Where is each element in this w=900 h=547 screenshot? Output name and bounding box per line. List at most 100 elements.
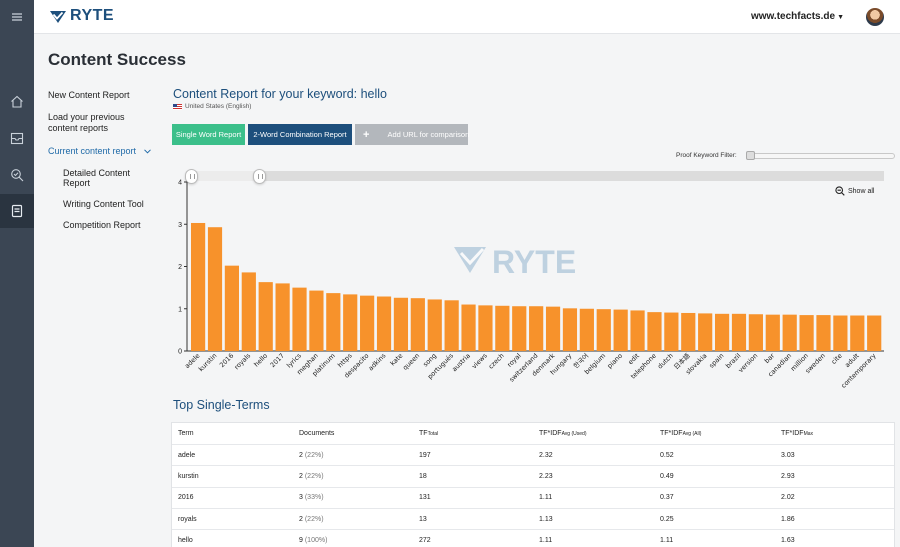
x-tick-label: cite — [830, 352, 844, 366]
table-row[interactable]: hello 9 (100%) 272 1.11 1.11 1.63 — [172, 530, 894, 547]
header-tfidf-avg-all[interactable]: TF*IDFAvg (All) — [654, 430, 775, 437]
nav-writing-content-tool[interactable]: Writing Content Tool — [63, 199, 144, 209]
bar-39[interactable] — [850, 315, 865, 351]
nav-detailed-report-line2[interactable]: Report — [63, 178, 91, 188]
bar-28[interactable] — [664, 312, 679, 351]
header-documents[interactable]: Documents — [293, 430, 413, 437]
tf-total-cell: 272 — [419, 536, 431, 544]
header-tf-sub: Total — [427, 431, 439, 437]
documents-count: 2 — [299, 515, 303, 523]
two-word-report-button[interactable]: 2-Word Combination Report — [248, 124, 352, 145]
bar-7[interactable] — [309, 290, 324, 351]
inbox-icon[interactable] — [0, 121, 34, 155]
bar-19[interactable] — [512, 306, 527, 351]
bar-17[interactable] — [478, 305, 493, 351]
us-flag-icon — [173, 103, 182, 110]
domain-selector[interactable]: www.techfacts.de ▼ — [751, 11, 844, 22]
bar-3[interactable] — [241, 272, 256, 351]
bar-6[interactable] — [292, 287, 307, 352]
documents-count: 2 — [299, 451, 303, 459]
header-tf-total[interactable]: TFTotal — [413, 430, 533, 437]
term-cell: kurstin — [178, 472, 199, 480]
ryte-logo[interactable]: RYTE — [49, 7, 114, 25]
term-cell: royals — [178, 515, 197, 523]
tf-total-cell: 18 — [419, 472, 427, 480]
x-tick-label: bar — [763, 352, 777, 366]
show-all-button[interactable]: Show all — [835, 186, 874, 196]
bar-8[interactable] — [326, 293, 341, 351]
bar-35[interactable] — [782, 314, 797, 351]
bar-23[interactable] — [579, 308, 594, 351]
bar-29[interactable] — [681, 312, 696, 351]
nav-load-previous-line1[interactable]: Load your previous — [48, 112, 125, 122]
menu-icon[interactable] — [0, 0, 34, 34]
bar-26[interactable] — [630, 310, 645, 351]
bar-13[interactable] — [410, 298, 425, 351]
bar-11[interactable] — [376, 296, 392, 352]
tfidf-avg-used-cell: 1.11 — [539, 536, 553, 544]
nav-new-content-report[interactable]: New Content Report — [48, 90, 130, 100]
bar-33[interactable] — [748, 314, 763, 351]
table-row[interactable]: adele 2 (22%) 197 2.32 0.52 3.03 — [172, 445, 894, 467]
bar-1[interactable] — [207, 227, 223, 351]
bar-2[interactable] — [224, 265, 239, 351]
bar-5[interactable] — [275, 283, 290, 351]
x-tick-label: austria — [450, 352, 472, 374]
table-row[interactable]: kurstin 2 (22%) 18 2.23 0.49 2.93 — [172, 466, 894, 488]
tfidf-avg-used-cell: 2.32 — [539, 451, 553, 459]
table-row[interactable]: 2016 3 (33%) 131 1.11 0.37 2.02 — [172, 488, 894, 509]
proof-keyword-filter-slider[interactable] — [746, 153, 895, 159]
bar-18[interactable] — [495, 305, 510, 351]
header-term[interactable]: Term — [172, 430, 293, 437]
bar-31[interactable] — [714, 313, 730, 351]
bar-22[interactable] — [562, 308, 578, 351]
bar-20[interactable] — [529, 306, 544, 351]
range-handle-right[interactable] — [253, 169, 266, 184]
header-tfidf-avg-used[interactable]: TF*IDFAvg (Used) — [533, 430, 654, 437]
nav-current-content-report[interactable]: Current content report — [48, 146, 151, 157]
bar-38[interactable] — [833, 315, 848, 351]
bar-9[interactable] — [343, 294, 358, 351]
documents-percent: (22%) — [302, 451, 324, 459]
bar-21[interactable] — [545, 306, 561, 351]
avatar[interactable] — [866, 8, 884, 26]
home-icon[interactable] — [0, 84, 34, 118]
locale-label: United States (English) — [185, 103, 252, 110]
document-icon[interactable] — [0, 194, 34, 228]
tfidf-avg-all-cell: 0.49 — [660, 472, 674, 480]
chart-range-slider[interactable] — [186, 171, 884, 181]
bar-0[interactable] — [191, 222, 206, 351]
bar-14[interactable] — [427, 299, 442, 351]
bar-4[interactable] — [258, 282, 273, 351]
table-row[interactable]: royals 2 (22%) 13 1.13 0.25 1.86 — [172, 509, 894, 531]
range-handle-left[interactable] — [185, 169, 198, 184]
proof-keyword-filter-handle[interactable] — [746, 151, 755, 160]
bar-25[interactable] — [613, 309, 628, 351]
bar-15[interactable] — [444, 300, 459, 351]
bar-40[interactable] — [867, 315, 882, 351]
bar-27[interactable] — [647, 312, 662, 351]
header-tfidf-max[interactable]: TF*IDFMax — [775, 430, 894, 437]
tfidf-avg-all-cell: 0.37 — [660, 494, 674, 502]
bar-12[interactable] — [393, 297, 409, 351]
bar-32[interactable] — [731, 313, 747, 351]
nav-load-previous-line2[interactable]: content reports — [48, 123, 109, 133]
nav-competition-report[interactable]: Competition Report — [63, 220, 141, 230]
bar-34[interactable] — [765, 314, 780, 351]
search-check-icon[interactable] — [0, 158, 34, 192]
bar-10[interactable] — [360, 295, 375, 351]
single-word-report-button[interactable]: Single Word Report — [172, 124, 245, 145]
documents-count: 2 — [299, 472, 303, 480]
y-tick-label: 3 — [178, 222, 182, 229]
bar-24[interactable] — [596, 309, 611, 351]
documents-count: 9 — [299, 536, 303, 544]
bar-36[interactable] — [799, 315, 814, 351]
nav-detailed-report-line1[interactable]: Detailed Content — [63, 168, 131, 178]
plus-icon: + — [363, 128, 370, 141]
add-url-button[interactable]: + Add URL for comparison — [355, 124, 469, 145]
tfidf-avg-all-cell: 1.11 — [660, 536, 674, 544]
bar-37[interactable] — [816, 315, 831, 351]
bar-16[interactable] — [461, 304, 476, 351]
bar-30[interactable] — [698, 313, 713, 351]
header-tfidf-max-sub: Max — [803, 431, 814, 437]
